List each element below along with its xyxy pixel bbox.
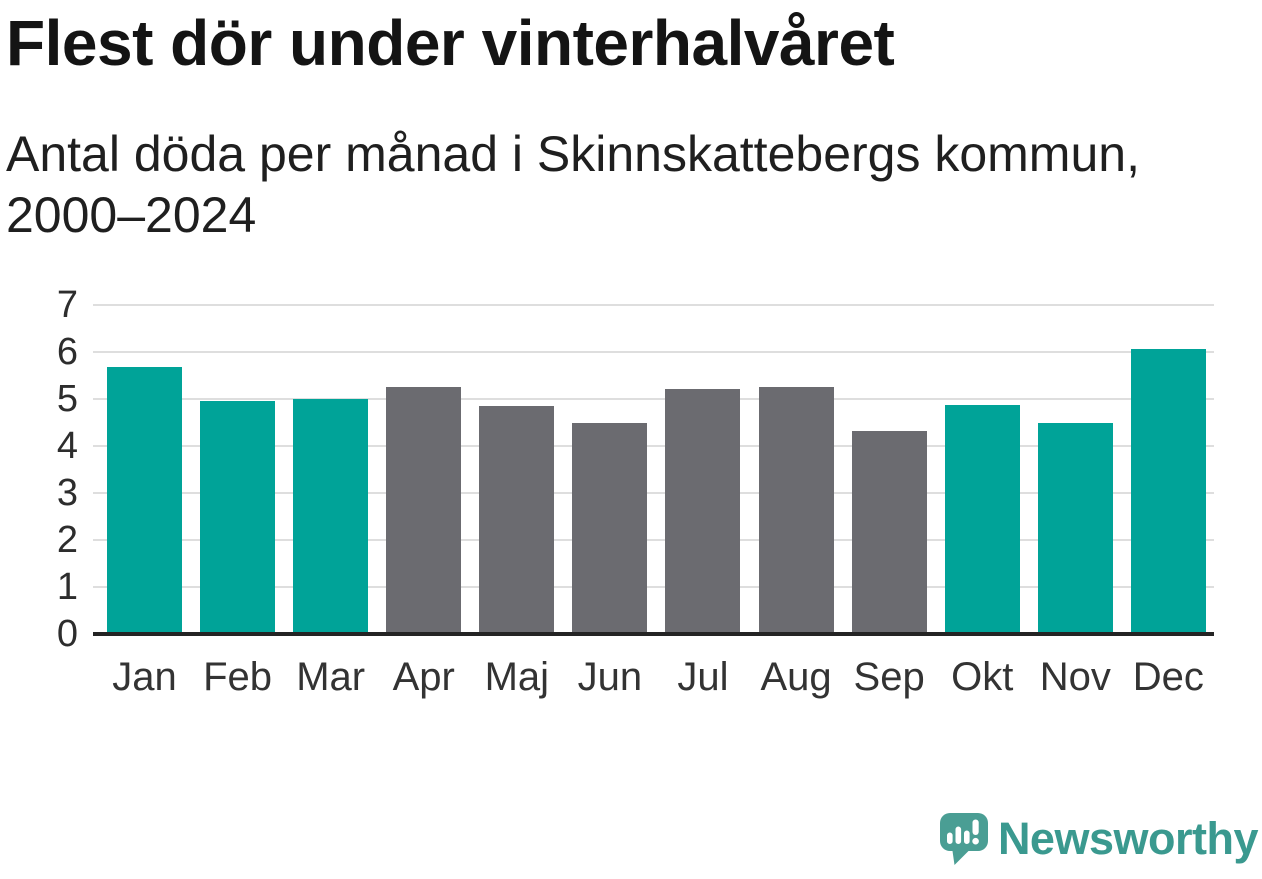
chart-subtitle: Antal döda per månad i Skinnskattebergs … [6, 126, 1140, 243]
x-tick-label-mar: Mar [296, 655, 366, 699]
x-tick-label-maj: Maj [484, 655, 550, 699]
plot-area [93, 304, 1214, 636]
x-tick-label-jan: Jan [112, 655, 177, 699]
gridline-5 [93, 398, 1214, 400]
y-tick-label-2: 2 [56, 519, 78, 561]
bar-mar [293, 399, 369, 634]
x-tick-label-apr: Apr [392, 655, 455, 699]
x-axis: Jan Feb Mar Apr Maj Jun Jul Aug Sep Okt Nov Dec [93, 652, 1214, 704]
gridline-7 [93, 304, 1214, 306]
y-tick-label-6: 6 [56, 331, 78, 373]
gridline-2 [93, 539, 1214, 541]
x-tick-label-jun: Jun [577, 655, 643, 699]
newsworthy-speech-bubble-bar-chart-icon [939, 813, 988, 865]
bar-jan [107, 367, 182, 634]
x-tick-label-aug: Aug [760, 655, 832, 699]
x-tick-label-nov: Nov [1039, 655, 1111, 699]
gridline-4 [93, 445, 1214, 447]
x-tick-label-dec: Dec [1132, 655, 1204, 699]
gridline-3 [93, 492, 1214, 494]
bar-jul [665, 389, 741, 634]
chart-title: Flest dör under vinterhalvåret [6, 7, 895, 79]
y-tick-label-0: 0 [56, 613, 78, 655]
bar-jun [572, 422, 648, 634]
y-tick-label-3: 3 [56, 472, 78, 514]
y-axis: 0 1 2 3 4 5 6 7 [28, 284, 78, 655]
bar-okt [944, 404, 1020, 634]
y-tick-label-1: 1 [56, 566, 78, 608]
x-tick-label-feb: Feb [203, 655, 273, 699]
gridline-6 [93, 351, 1214, 353]
newsworthy-wordmark: Newsworthy [997, 813, 1259, 864]
bars-row [93, 305, 1214, 634]
bar-nov [1037, 422, 1113, 634]
x-tick-label-okt: Okt [951, 655, 1014, 699]
y-tick-label-7: 7 [56, 284, 78, 326]
y-tick-label-5: 5 [56, 378, 78, 420]
bar-maj [479, 406, 555, 634]
bar-apr [386, 387, 462, 634]
bar-feb [200, 401, 276, 634]
y-tick-label-4: 4 [56, 425, 78, 467]
bar-aug [758, 387, 834, 634]
gridline-1 [93, 586, 1214, 588]
bar-dec [1130, 349, 1206, 634]
x-tick-label-jul: Jul [677, 655, 729, 699]
x-tick-label-sep: Sep [853, 655, 925, 699]
newsworthy-logo: Newsworthy [939, 812, 1259, 866]
bar-sep [851, 430, 927, 634]
x-axis-line [93, 632, 1214, 636]
